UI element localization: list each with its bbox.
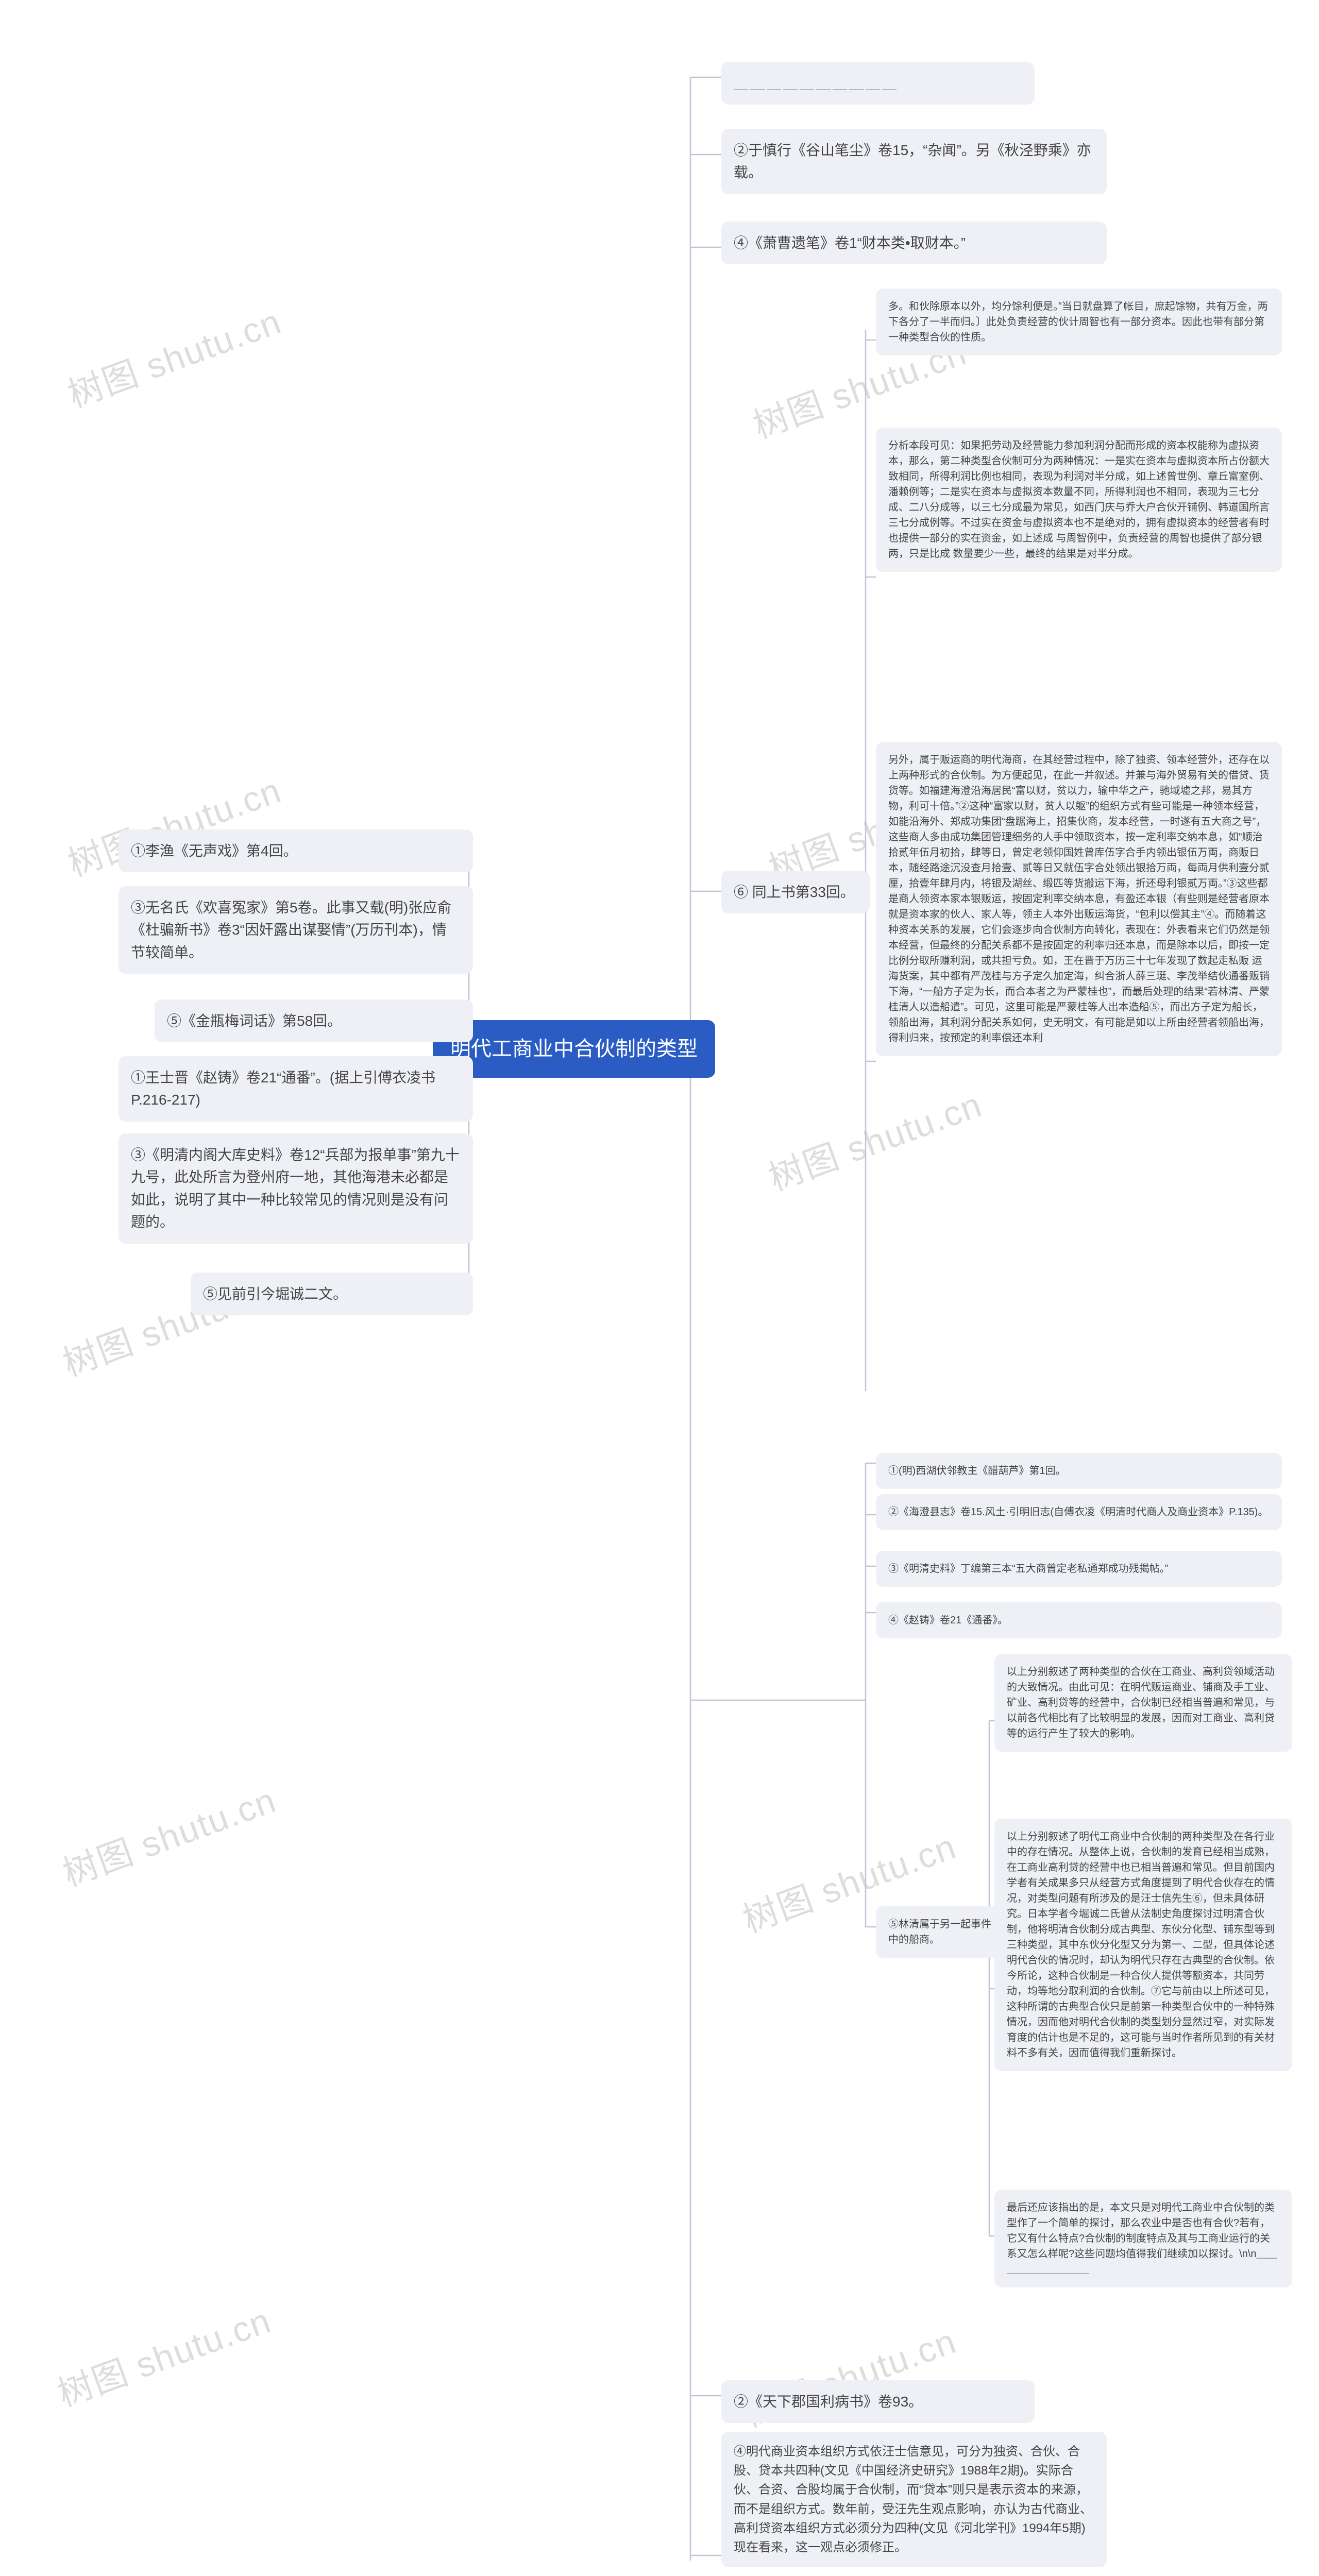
note-right-5[interactable]: ②《海澄县志》卷15.风土·引明旧志(自傅衣凌《明清时代商人及商业资本》P.13… [876, 1494, 1282, 1530]
note-left-1[interactable]: ①李渔《无声戏》第4回。 [119, 829, 473, 872]
note-left-6[interactable]: ⑤见前引今堀诚二文。 [191, 1273, 473, 1315]
note-right-3-label[interactable]: ⑥ 同上书第33回。 [721, 871, 870, 913]
note-right-7[interactable]: ④《赵铸》卷21《通番》。 [876, 1602, 1282, 1638]
note-right-9[interactable]: ②《天下郡国利病书》卷93。 [721, 2380, 1035, 2423]
watermark: 树图 shutu.cn [760, 1076, 988, 1200]
note-right-1[interactable]: ②于慎行《谷山笔尘》卷15，“杂闻”。另《秋泾野乘》亦载。 [721, 129, 1107, 194]
note-right-3b[interactable]: 分析本段可见：如果把劳动及经营能力参加利润分配而形成的资本权能称为虚拟资本，那么… [876, 428, 1282, 572]
note-right-6[interactable]: ③《明清史料》丁编第三本“五大商曾定老私通郑成功残揭帖。” [876, 1551, 1282, 1587]
note-right-2[interactable]: ④《萧曹遗笔》卷1“财本类•取财本。” [721, 222, 1107, 264]
note-right-3c[interactable]: 另外，属于贩运商的明代海商，在其经营过程中，除了独资、领本经营外，还存在以上两种… [876, 742, 1282, 1056]
note-left-4[interactable]: ①王士晋《赵铸》卷21“通番”。(据上引傅衣凌书P.216-217) [119, 1056, 473, 1122]
center-topic[interactable]: 明代工商业中合伙制的类型 [433, 1020, 715, 1078]
note-right-8c[interactable]: 最后还应该指出的是，本文只是对明代工商业中合伙制的类型作了一个简单的探讨，那么农… [994, 2190, 1292, 2287]
watermark: 树图 shutu.cn [49, 2292, 277, 2416]
note-left-3[interactable]: ⑤《金瓶梅词话》第58回。 [155, 999, 473, 1042]
note-left-2[interactable]: ③无名氏《欢喜冤家》第5卷。此事又载(明)张应俞《杜骗新书》卷3“因奸露出谋娶情… [119, 886, 473, 974]
watermark: 树图 shutu.cn [60, 293, 288, 417]
note-right-8-label[interactable]: ⑤林清属于另一起事件中的船商。 [876, 1906, 1004, 1958]
watermark: 树图 shutu.cn [55, 1772, 282, 1896]
note-right-3a[interactable]: 多。和伙除原本以外，均分馀利便是。”当日就盘算了帐目，庶起馀物，共有万金，两下各… [876, 289, 1282, 355]
note-right-8a[interactable]: 以上分别叙述了两种类型的合伙在工商业、高利贷领域活动的大致情况。由此可见：在明代… [994, 1654, 1292, 1752]
note-right-0[interactable]: ＿＿＿＿＿＿＿＿＿＿ [721, 62, 1035, 105]
note-right-10[interactable]: ④明代商业资本组织方式依汪士信意见，可分为独资、合伙、合股、贷本共四种(文见《中… [721, 2432, 1107, 2567]
note-right-8b[interactable]: 以上分别叙述了明代工商业中合伙制的两种类型及在各行业中的存在情况。从整体上说，合… [994, 1819, 1292, 2071]
note-left-5[interactable]: ③《明清内阁大库史料》卷12“兵部为报单事”第九十九号，此处所言为登州府一地，其… [119, 1133, 473, 1244]
note-right-4[interactable]: ①(明)西湖伏邻教主《醋葫芦》第1回。 [876, 1453, 1282, 1489]
